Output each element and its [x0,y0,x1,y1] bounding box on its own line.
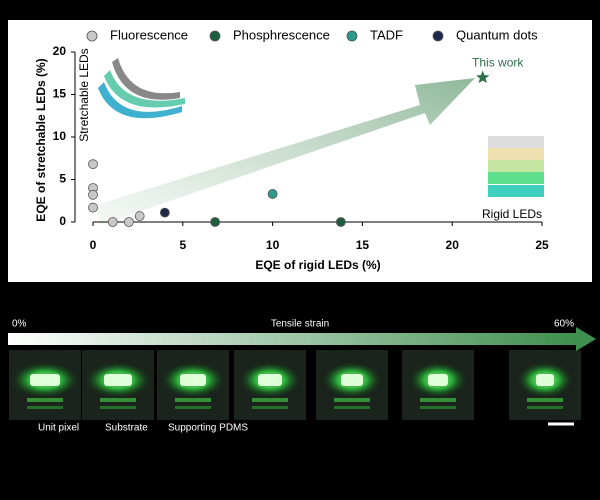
pdms-glow [252,406,288,409]
legend-label: TADF [370,27,403,42]
x-axis-label: EQE of rigid LEDs (%) [255,258,380,272]
pdms-glow [100,406,136,409]
x-tick-label: 15 [356,238,370,252]
unit-pixel [180,374,206,386]
y-axis-label: EQE of stretchable LEDs (%) [34,58,48,221]
pdms-glow [527,406,563,409]
point [88,189,98,200]
legend-label: Fluorescence [110,27,188,42]
point [335,217,346,227]
point [159,207,170,218]
point [124,217,134,227]
y-tick-label: 20 [53,44,67,58]
x-tick-label: 5 [179,238,186,252]
strain-arrow-head [576,327,596,351]
unit-pixel [258,374,282,386]
highlight-star [476,70,490,84]
point [88,159,98,170]
photo-label: Unit pixel [38,423,79,434]
x-tick-label: 20 [446,238,460,252]
strain-title: Tensile strain [271,319,329,330]
rigid-icon [488,136,544,197]
y-tick-label: 0 [59,214,66,228]
pdms-glow [334,398,370,402]
x-tick-label: 25 [535,238,549,252]
legend-label: Quantum dots [456,27,538,42]
point [210,217,221,227]
legend-marker [432,30,444,42]
point [267,189,278,199]
highlight-label: This work [472,56,524,70]
annotation: Stretchable LEDs [77,48,91,141]
strain-end: 60% [554,319,574,330]
strain-start: 0% [12,319,27,330]
annotation: Rigid LEDs [482,207,542,221]
unit-pixel [104,374,132,386]
photo-label: Supporting PDMS [168,423,248,434]
strain-arrow [8,333,576,345]
unit-pixel [30,374,60,386]
pdms-glow [252,398,288,402]
photo-label: Substrate [105,423,148,434]
point [134,211,145,221]
legend-marker [86,30,98,42]
y-tick-label: 10 [53,129,67,143]
x-tick-label: 10 [266,238,280,252]
pdms-glow [420,406,456,409]
pdms-glow [27,406,63,409]
point [88,202,98,213]
pdms-glow [334,406,370,409]
photo-strip [9,350,581,420]
x-tick-label: 0 [90,238,97,252]
y-tick-label: 5 [59,172,66,186]
pdms-glow [527,398,563,402]
pdms-glow [175,406,211,409]
unit-pixel [536,374,554,386]
y-tick-label: 15 [53,87,67,101]
point [107,217,118,227]
legend-label: Phosphrescence [233,27,330,42]
stretch-icon [98,58,185,119]
legend-marker [209,30,221,42]
pdms-glow [420,398,456,402]
trend-arrow [96,78,475,225]
unit-pixel [428,374,448,386]
unit-pixel [341,374,363,386]
pdms-glow [100,398,136,402]
pdms-glow [175,398,211,402]
legend-marker [346,30,358,42]
pdms-glow [27,398,63,402]
